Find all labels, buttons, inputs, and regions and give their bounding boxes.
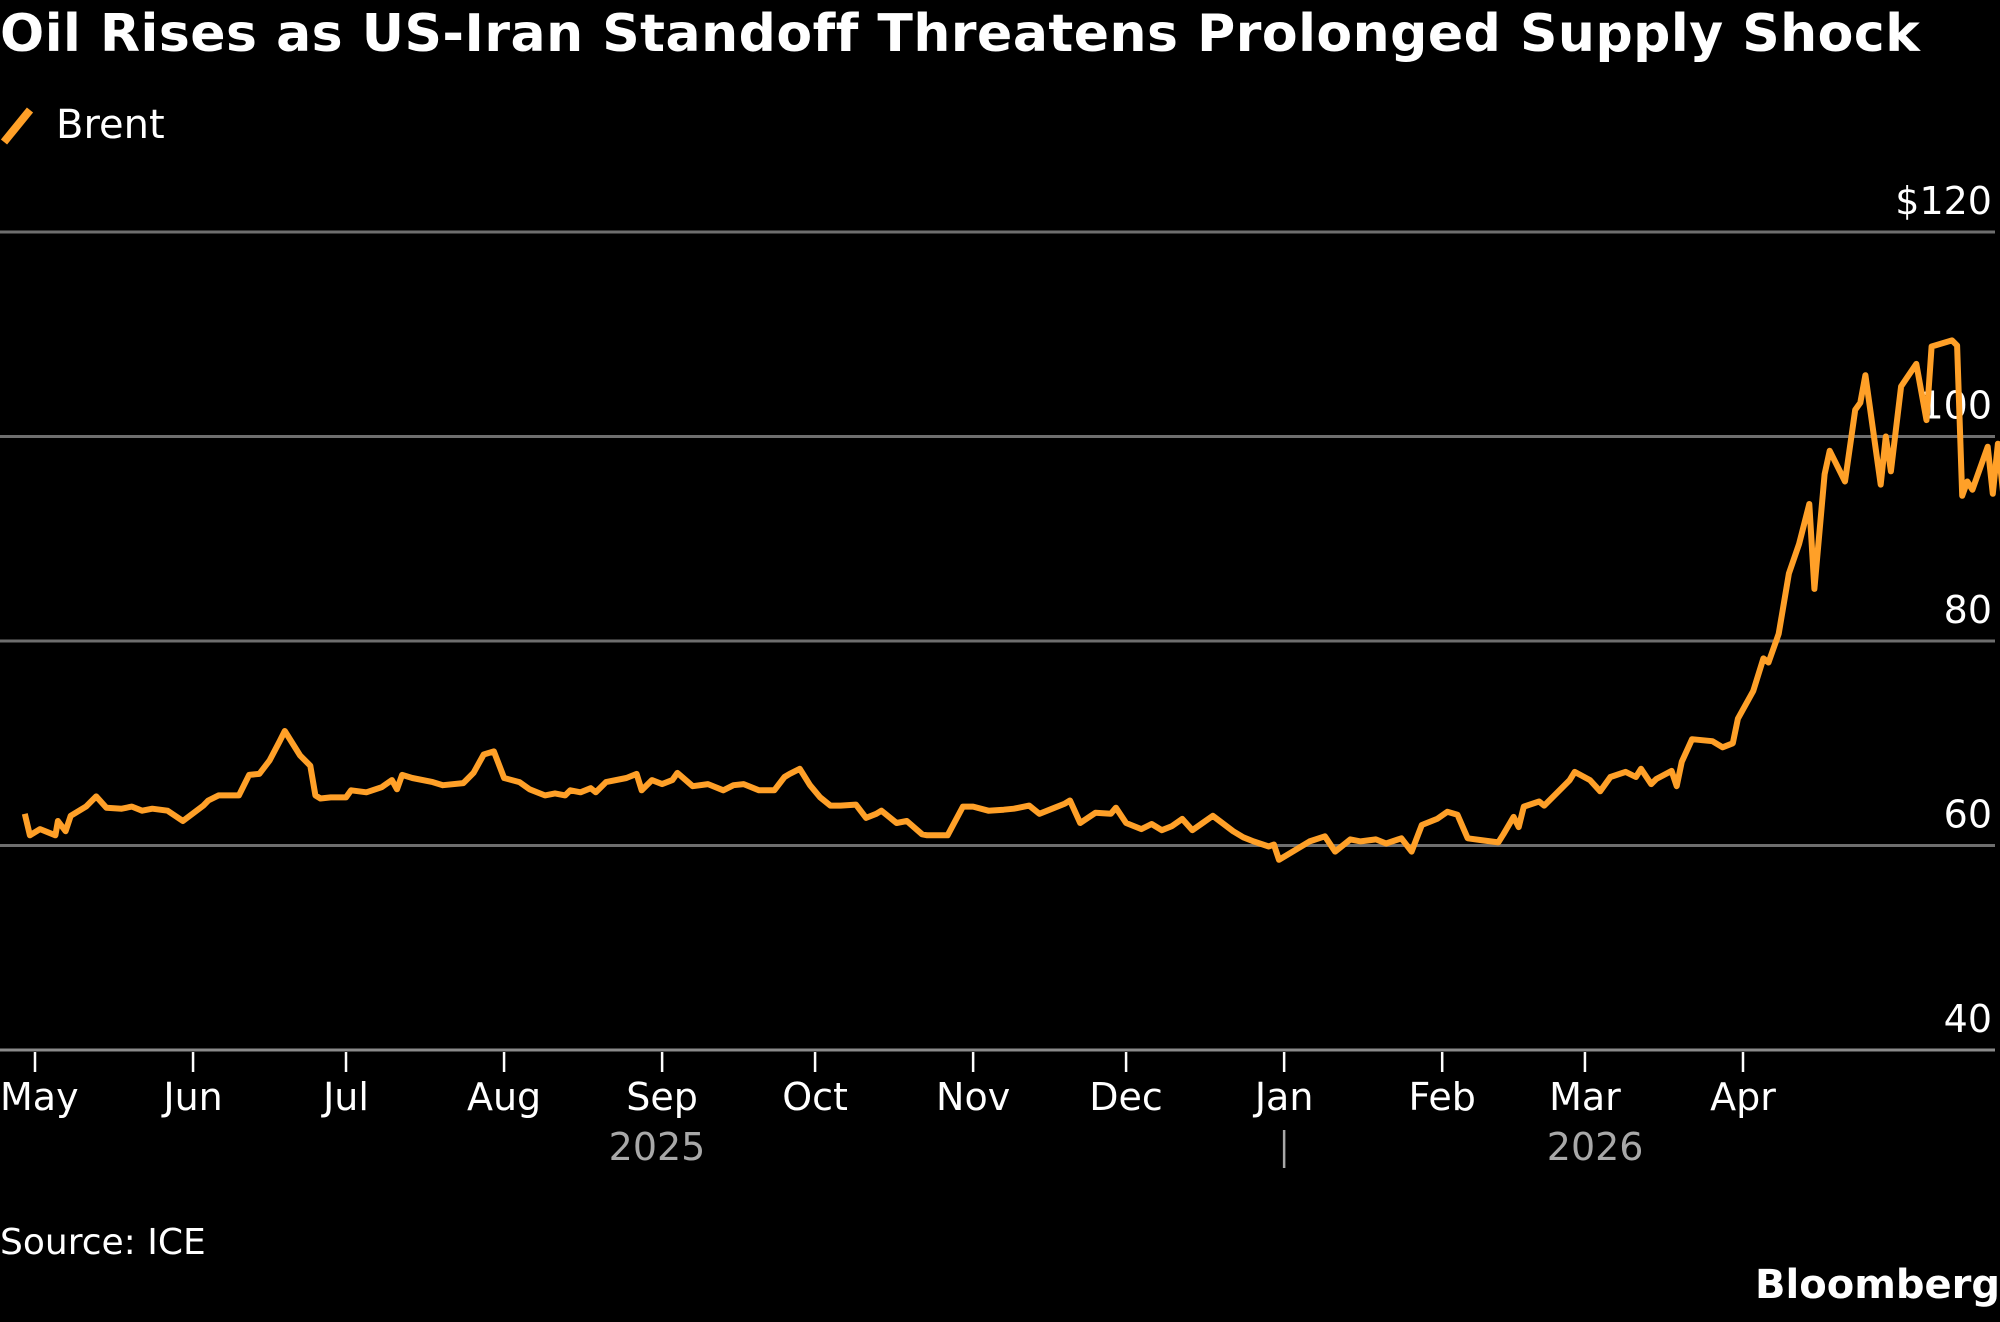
x-tick-label: May — [0, 1075, 79, 1119]
x-tick-label: Apr — [1710, 1075, 1776, 1119]
x-tick-label: Jan — [1253, 1075, 1314, 1119]
y-tick-label: $120 — [1895, 179, 1992, 223]
x-tick-label: Aug — [467, 1075, 541, 1119]
x-tick-label: Feb — [1409, 1075, 1476, 1119]
x-tick-label: Mar — [1549, 1075, 1621, 1119]
x-tick-label: Jul — [321, 1075, 369, 1119]
legend: Brent — [0, 100, 165, 150]
x-axis: May Jun Jul Aug Sep Oct Nov Dec Jan Feb Mar Apr 2025… — [0, 1052, 1776, 1169]
series-layer — [21, 337, 2000, 863]
legend-label-brent: Brent — [56, 102, 165, 148]
legend-swatch-brent — [0, 107, 34, 145]
y-tick-label: 40 — [1944, 997, 1992, 1041]
y-tick-label: 60 — [1944, 793, 1992, 837]
gridlines — [0, 230, 1995, 1052]
source-note: Source: ICE — [0, 1222, 206, 1263]
x-tick-label: Sep — [626, 1075, 698, 1119]
series-line-brent — [21, 337, 2000, 863]
x-tick-label: Nov — [936, 1075, 1010, 1119]
x-tick-label: Oct — [782, 1075, 848, 1119]
x-tick-label: Dec — [1089, 1075, 1163, 1119]
bloomberg-logo: Bloomberg — [1755, 1262, 2000, 1308]
year-label: 2025 — [609, 1125, 706, 1169]
chart-title: Oil Rises as US-Iran Standoff Threatens … — [0, 4, 1921, 64]
y-tick-label: 80 — [1944, 588, 1992, 632]
year-label: 2026 — [1547, 1125, 1644, 1169]
x-tick-label: Jun — [161, 1075, 222, 1119]
